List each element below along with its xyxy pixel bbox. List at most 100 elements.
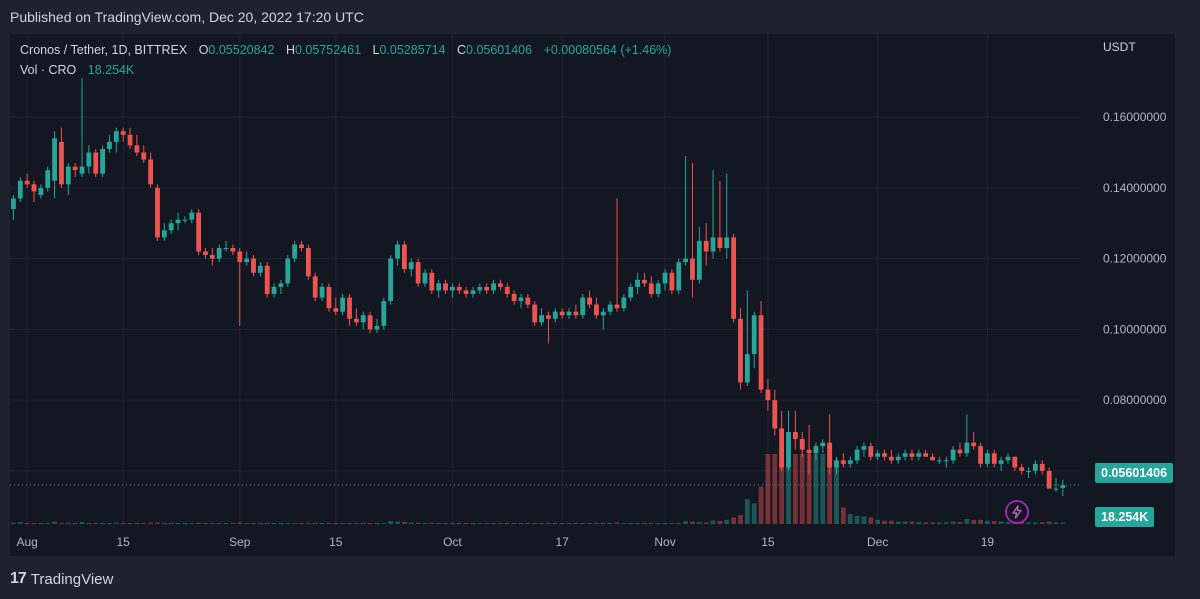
candle-body [525, 297, 531, 305]
volume-bar [401, 521, 407, 524]
candle-body [408, 262, 414, 270]
volume-bar [882, 520, 887, 524]
volume-bar [888, 520, 894, 524]
candle-body [1005, 456, 1011, 461]
volume-bar [847, 514, 853, 524]
candle-body [353, 318, 359, 323]
candle-body [59, 141, 64, 185]
candle-body [415, 262, 421, 284]
lightning-button[interactable] [1005, 500, 1029, 524]
volume-bar [985, 521, 990, 524]
candle-body [429, 272, 435, 291]
volume-bar [875, 519, 881, 524]
candle-body [614, 304, 620, 309]
volume-bar [669, 523, 675, 524]
volume-bar [72, 523, 78, 524]
candle-body [607, 304, 613, 312]
candle-body [696, 240, 702, 280]
candle-body [772, 400, 778, 429]
legend-ohlc-row: Cronos / Tether, 1D, BITTREX O0.05520842… [20, 40, 671, 60]
candle-body [799, 439, 805, 450]
candle-body [882, 453, 887, 457]
candle-body [930, 456, 935, 461]
volume-bar [1053, 522, 1059, 524]
volume-bar [532, 523, 538, 524]
volume-bar [251, 523, 256, 524]
volume-bar [182, 523, 188, 524]
candle-body [436, 283, 442, 291]
volume-bar [17, 522, 23, 524]
volume-bar [943, 522, 949, 524]
volume-bar [196, 522, 202, 524]
candle-body [662, 272, 668, 284]
candle-body [868, 446, 874, 457]
candle-body [463, 290, 469, 294]
candle-body [292, 244, 298, 259]
volume-bar [642, 523, 647, 524]
volume-bar [758, 486, 764, 524]
candle-body [189, 212, 195, 220]
volume-bar [696, 522, 702, 524]
volume-bar [559, 523, 565, 524]
candle-body [175, 219, 181, 224]
tradingview-logo[interactable]: 17 TradingView [10, 570, 113, 588]
candle-body [820, 442, 826, 447]
candle-body [511, 294, 517, 302]
volume-bar [971, 519, 977, 524]
volume-bar [546, 523, 551, 524]
candle-body [628, 286, 634, 298]
candle-body [717, 237, 723, 248]
volume-bar [978, 519, 983, 524]
volume-bar [333, 523, 339, 524]
volume-bar [765, 454, 771, 524]
candle-body [312, 276, 318, 298]
candle-body [45, 170, 51, 188]
volume-bar [134, 523, 140, 524]
candle-body [909, 453, 915, 457]
volume-bar [504, 523, 510, 524]
candle-body [305, 248, 311, 277]
candle-body [847, 460, 853, 464]
volume-bar [230, 523, 236, 524]
volume-bar [52, 521, 57, 524]
volume-bar [326, 523, 332, 524]
volume-bar [360, 523, 366, 524]
volume-bar [120, 523, 126, 524]
candle-body [484, 286, 490, 291]
volume-bar [491, 523, 496, 524]
volume-bar [24, 523, 30, 524]
candle-body [257, 265, 263, 273]
candle-body [395, 244, 400, 259]
volume-label[interactable]: Vol · CRO [20, 63, 77, 77]
candle-body [367, 315, 373, 330]
candle-body [998, 460, 1004, 464]
candle-body [587, 297, 592, 305]
volume-bar [422, 523, 428, 524]
volume-bar [367, 523, 373, 524]
volume-bar [312, 523, 318, 524]
candle-body [326, 286, 332, 309]
volume-bar [648, 523, 654, 524]
volume-bar [408, 522, 414, 524]
volume-bar [484, 523, 490, 524]
candle-body [381, 301, 387, 326]
tradingview-logo-icon: 17 [10, 570, 27, 587]
candle-body [1046, 470, 1052, 489]
volume-bar [744, 499, 750, 524]
symbol-label[interactable]: Cronos / Tether, 1D, BITTREX [20, 43, 188, 57]
candle-body [11, 198, 16, 210]
candle-body [813, 446, 819, 454]
y-tick-label: 0.12000000 [1103, 252, 1167, 266]
candlestick-chart[interactable]: 0.16000000 0.14000000 0.12000000 0.10000000… [10, 34, 1175, 556]
candle-body [690, 258, 695, 280]
chart-area[interactable]: 0.16000000 0.14000000 0.12000000 0.10000000… [10, 34, 1175, 556]
close-label: C [457, 43, 467, 57]
candle-body [902, 453, 908, 457]
volume-bar [552, 523, 558, 524]
x-tick-label: Aug [16, 535, 37, 549]
volume-bar [635, 523, 640, 524]
volume-bar [991, 521, 997, 524]
volume-bar [779, 454, 785, 524]
candle-body [875, 453, 881, 457]
volume-bar [463, 523, 469, 524]
